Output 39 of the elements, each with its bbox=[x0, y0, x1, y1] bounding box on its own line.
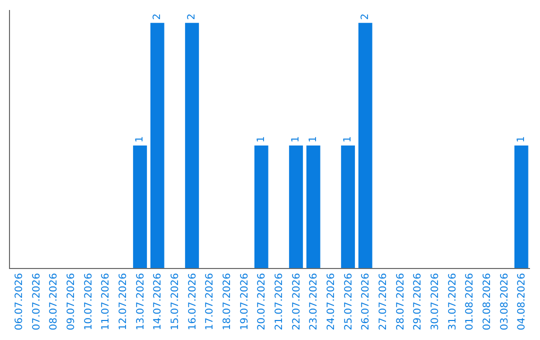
x-tick-label: 04.08.2026 bbox=[516, 273, 528, 330]
x-tick-label: 14.07.2026 bbox=[152, 273, 164, 330]
x-tick-label: 15.07.2026 bbox=[170, 273, 181, 330]
x-tick-label: 24.07.2026 bbox=[326, 273, 337, 330]
x-tick-label: 07.07.2026 bbox=[31, 273, 42, 330]
x-tick-label: 27.07.2026 bbox=[378, 273, 389, 330]
x-tick-label: 18.07.2026 bbox=[222, 273, 233, 330]
x-tick-label: 25.07.2026 bbox=[343, 273, 354, 330]
data-label: 2 bbox=[186, 14, 198, 20]
x-tick-label: 06.07.2026 bbox=[14, 273, 25, 330]
x-tick-label: 09.07.2026 bbox=[66, 273, 77, 330]
x-tick-label: 28.07.2026 bbox=[395, 273, 406, 330]
data-label: 1 bbox=[134, 136, 146, 142]
x-tick-label: 01.08.2026 bbox=[464, 273, 476, 330]
x-tick-label: 26.07.2026 bbox=[360, 273, 372, 330]
x-tick-label: 11.07.2026 bbox=[100, 273, 112, 330]
x-tick-label: 10.07.2026 bbox=[83, 273, 94, 330]
data-label: 1 bbox=[256, 136, 267, 142]
x-tick-label: 19.07.2026 bbox=[239, 273, 250, 330]
data-label: 2 bbox=[152, 14, 163, 20]
x-tick-label: 22.07.2026 bbox=[291, 273, 302, 330]
x-tick-label: 13.07.2026 bbox=[135, 273, 146, 330]
data-label: 2 bbox=[360, 14, 371, 20]
x-tick-label: 29.07.2026 bbox=[412, 273, 424, 330]
x-tick-label: 20.07.2026 bbox=[256, 273, 268, 330]
x-tick-label: 30.07.2026 bbox=[430, 273, 441, 330]
x-tick-label: 17.07.2026 bbox=[204, 273, 216, 330]
x-tick-label: 23.07.2026 bbox=[308, 273, 320, 330]
x-tick-label: 02.08.2026 bbox=[482, 273, 493, 330]
x-tick-label: 31.07.2026 bbox=[447, 273, 458, 330]
x-tick-label: 12.07.2026 bbox=[118, 273, 129, 330]
data-label: 1 bbox=[290, 136, 302, 142]
data-label: 1 bbox=[308, 136, 319, 142]
x-tick-label: 21.07.2026 bbox=[274, 273, 285, 330]
x-tick-label: 16.07.2026 bbox=[187, 273, 198, 330]
data-label: 1 bbox=[516, 136, 527, 142]
x-tick-label: 08.07.2026 bbox=[48, 273, 60, 330]
x-tick-label: 03.08.2026 bbox=[499, 273, 510, 330]
data-label: 1 bbox=[342, 136, 354, 142]
